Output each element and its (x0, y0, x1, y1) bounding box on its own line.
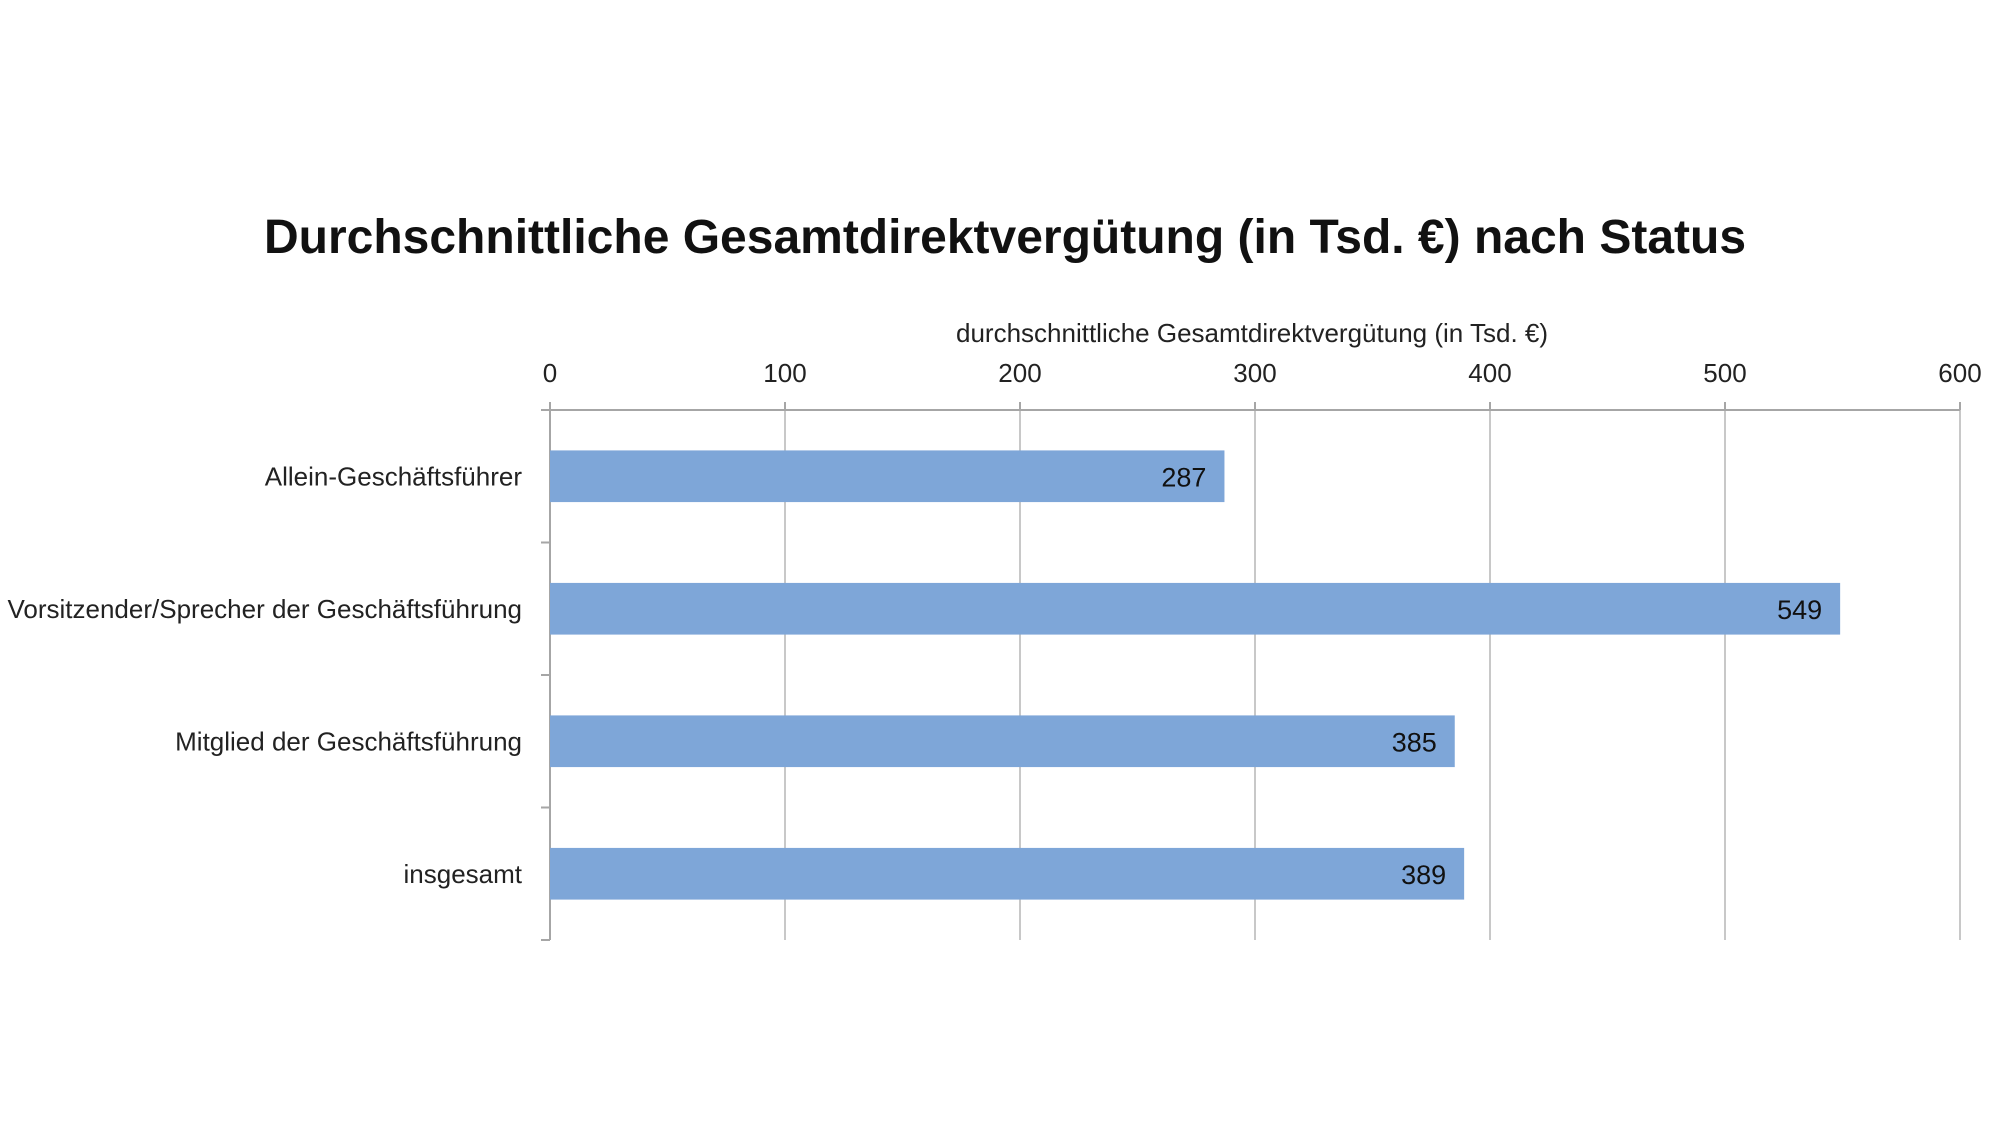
x-tick-label: 600 (1938, 358, 1981, 388)
x-axis-title: durchschnittliche Gesamtdirektvergütung … (956, 318, 1548, 348)
data-label: 549 (1777, 595, 1822, 625)
x-tick-label: 400 (1468, 358, 1511, 388)
data-labels: 287 549 385 389 (1161, 462, 1822, 890)
category-label: insgesamt (404, 859, 523, 889)
x-tick-label: 0 (543, 358, 557, 388)
bar (550, 450, 1225, 503)
x-tick-label: 300 (1233, 358, 1276, 388)
bar (550, 582, 1841, 635)
bar (550, 715, 1455, 768)
x-tick-label: 100 (763, 358, 806, 388)
category-label: Allein-Geschäftsführer (265, 461, 523, 491)
data-label: 287 (1161, 462, 1206, 492)
x-tick-label: 200 (998, 358, 1041, 388)
chart-title: Durchschnittliche Gesamtdirektvergütung … (264, 211, 1746, 264)
bars (550, 450, 1841, 900)
category-labels: Allein-Geschäftsführer Vorsitzender/Sprec… (7, 461, 522, 889)
bar (550, 847, 1465, 900)
category-label: Mitglied der Geschäftsführung (175, 726, 522, 756)
x-tick-label: 500 (1703, 358, 1746, 388)
data-label: 385 (1392, 727, 1437, 757)
x-axis-ticks: 0 100 200 300 400 500 600 (543, 358, 1982, 410)
data-label: 389 (1401, 860, 1446, 890)
category-label: Vorsitzender/Sprecher der Geschäftsführu… (7, 594, 522, 624)
